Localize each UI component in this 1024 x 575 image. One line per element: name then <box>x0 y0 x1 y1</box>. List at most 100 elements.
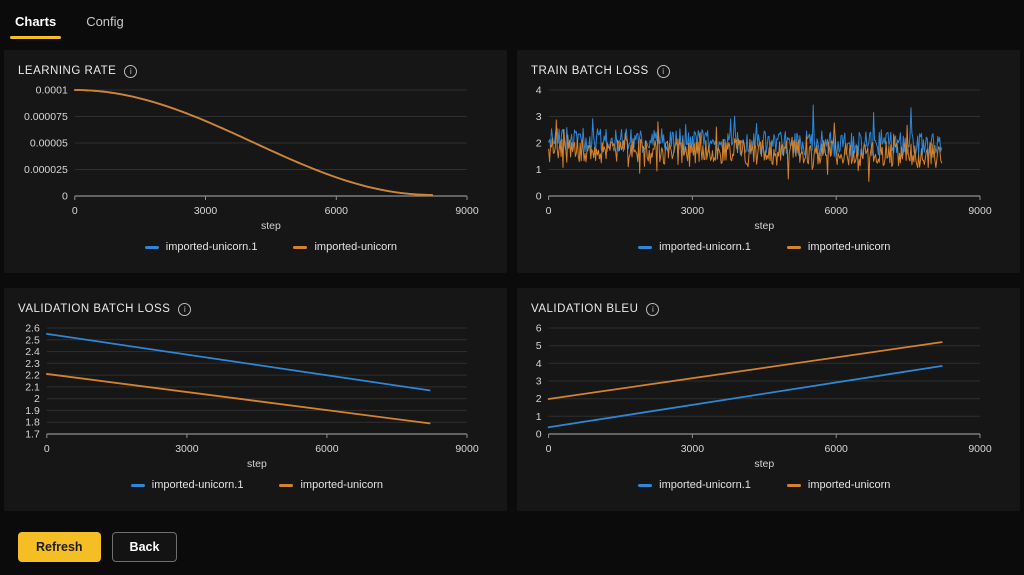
svg-text:5: 5 <box>536 340 542 352</box>
svg-text:2: 2 <box>536 138 542 150</box>
svg-text:9000: 9000 <box>455 205 479 217</box>
legend-line-swatch <box>786 483 801 487</box>
svg-text:6000: 6000 <box>825 205 849 217</box>
svg-text:2.5: 2.5 <box>25 334 40 346</box>
legend-line-swatch <box>279 483 294 487</box>
legend-item[interactable]: imported-unicorn <box>786 241 891 253</box>
chart-under-axis: step imported-unicorn.1 imported-unicorn <box>523 458 1006 491</box>
footer-actions: Refresh Back <box>18 532 1024 562</box>
legend-item[interactable]: imported-unicorn.1 <box>638 479 751 491</box>
svg-text:9000: 9000 <box>968 443 992 455</box>
legend-label: imported-unicorn <box>807 479 891 491</box>
svg-text:9000: 9000 <box>968 205 992 217</box>
svg-text:2.3: 2.3 <box>25 358 40 370</box>
svg-text:0.000075: 0.000075 <box>24 111 68 123</box>
legend-label: imported-unicorn.1 <box>165 241 258 253</box>
legend-line-swatch <box>786 245 801 249</box>
chart-title: LEARNING RATE <box>18 65 117 77</box>
svg-text:4: 4 <box>536 85 542 97</box>
charts-grid: LEARNING RATE i 0 0.000025 0.00005 0.000075… <box>0 50 1024 511</box>
xaxis-label: step <box>260 220 281 232</box>
tab-config[interactable]: Config <box>86 14 124 29</box>
legend-line-swatch <box>638 483 653 487</box>
svg-text:0: 0 <box>72 205 78 217</box>
chart-panel-validation-batch-loss: VALIDATION BATCH LOSS i 1.7 1.8 1.9 2 2.1 2.2… <box>4 288 507 511</box>
legend-item[interactable]: imported-unicorn.1 <box>638 241 751 253</box>
chart-header: VALIDATION BLEU i <box>531 301 1006 317</box>
legend-line-swatch <box>144 245 159 249</box>
svg-text:0.00005: 0.00005 <box>30 138 68 150</box>
svg-text:2.1: 2.1 <box>25 381 40 393</box>
tab-charts[interactable]: Charts <box>9 14 62 39</box>
svg-text:2.6: 2.6 <box>25 323 40 335</box>
chart-legend: imported-unicorn.1 imported-unicorn <box>21 479 493 491</box>
legend-label: imported-unicorn.1 <box>659 241 751 253</box>
back-button[interactable]: Back <box>111 532 178 562</box>
svg-text:0: 0 <box>62 191 68 203</box>
chart-legend: imported-unicorn.1 imported-unicorn <box>523 479 1006 491</box>
svg-text:0.000025: 0.000025 <box>24 164 68 176</box>
chart-under-axis: step imported-unicorn.1 imported-unicorn <box>49 220 493 253</box>
legend-item[interactable]: imported-unicorn <box>786 479 891 491</box>
xaxis-label: step <box>246 458 267 470</box>
info-icon[interactable]: i <box>656 64 670 78</box>
xaxis-label: step <box>754 458 775 470</box>
svg-text:3: 3 <box>536 111 542 123</box>
svg-text:3000: 3000 <box>681 205 705 217</box>
legend-item[interactable]: imported-unicorn <box>293 241 397 253</box>
chart-panel-train-batch-loss: TRAIN BATCH LOSS i 0 1 2 3 4 0 3000 6000 9000 st… <box>517 50 1020 273</box>
chart-header: VALIDATION BATCH LOSS i <box>18 301 493 317</box>
info-icon[interactable]: i <box>178 302 192 316</box>
legend-label: imported-unicorn <box>314 241 398 253</box>
info-icon[interactable]: i <box>646 302 660 316</box>
svg-text:2: 2 <box>34 393 40 405</box>
svg-text:3: 3 <box>536 376 542 388</box>
svg-text:6000: 6000 <box>315 443 339 455</box>
refresh-button[interactable]: Refresh <box>18 532 101 562</box>
svg-text:1.9: 1.9 <box>25 405 40 417</box>
legend-line-swatch <box>130 483 145 487</box>
chart-panel-validation-bleu: VALIDATION BLEU i 0 1 2 3 4 5 6 0 3000 6000 9000 s… <box>517 288 1020 511</box>
chart-plot[interactable]: 0 1 2 3 4 5 6 0 3000 6000 9000 <box>531 320 1006 457</box>
svg-text:0: 0 <box>536 191 542 203</box>
chart-plot[interactable]: 1.71.81.922.12.22.32.42.52.6 0 3000 6000 900… <box>18 320 493 457</box>
svg-text:0: 0 <box>536 429 542 441</box>
svg-text:2.4: 2.4 <box>25 346 40 358</box>
chart-legend: imported-unicorn.1 imported-unicorn <box>523 241 1006 253</box>
svg-text:6000: 6000 <box>825 443 849 455</box>
svg-text:1: 1 <box>536 164 542 176</box>
legend-label: imported-unicorn.1 <box>659 479 751 491</box>
chart-title: VALIDATION BATCH LOSS <box>18 303 171 315</box>
chart-header: LEARNING RATE i <box>18 63 493 79</box>
svg-text:3000: 3000 <box>175 443 199 455</box>
svg-text:6000: 6000 <box>325 205 349 217</box>
svg-text:2.2: 2.2 <box>25 370 40 382</box>
svg-text:4: 4 <box>536 358 542 370</box>
legend-line-swatch <box>638 245 653 249</box>
tab-bar: Charts Config <box>0 0 1024 50</box>
svg-text:1.7: 1.7 <box>25 429 40 441</box>
legend-label: imported-unicorn <box>807 241 891 253</box>
legend-item[interactable]: imported-unicorn <box>279 479 383 491</box>
chart-plot[interactable]: 0 0.000025 0.00005 0.000075 0.0001 0 3000 6000 9… <box>18 82 493 219</box>
svg-text:0: 0 <box>44 443 50 455</box>
svg-text:0.0001: 0.0001 <box>36 85 68 97</box>
chart-under-axis: step imported-unicorn.1 imported-unicorn <box>523 220 1006 253</box>
svg-text:9000: 9000 <box>455 443 479 455</box>
chart-panel-learning-rate: LEARNING RATE i 0 0.000025 0.00005 0.000075… <box>4 50 507 273</box>
svg-text:0: 0 <box>546 443 552 455</box>
chart-plot[interactable]: 0 1 2 3 4 0 3000 6000 9000 <box>531 82 1006 219</box>
chart-header: TRAIN BATCH LOSS i <box>531 63 1006 79</box>
info-icon[interactable]: i <box>124 64 138 78</box>
chart-title: VALIDATION BLEU <box>531 303 639 315</box>
chart-under-axis: step imported-unicorn.1 imported-unicorn <box>21 458 493 491</box>
svg-text:6: 6 <box>536 323 542 335</box>
xaxis-label: step <box>754 220 775 232</box>
legend-line-swatch <box>293 245 308 249</box>
chart-title: TRAIN BATCH LOSS <box>531 65 649 77</box>
legend-item[interactable]: imported-unicorn.1 <box>130 479 244 491</box>
legend-label: imported-unicorn <box>300 479 384 491</box>
legend-item[interactable]: imported-unicorn.1 <box>144 241 258 253</box>
svg-text:3000: 3000 <box>194 205 218 217</box>
legend-label: imported-unicorn.1 <box>151 479 244 491</box>
